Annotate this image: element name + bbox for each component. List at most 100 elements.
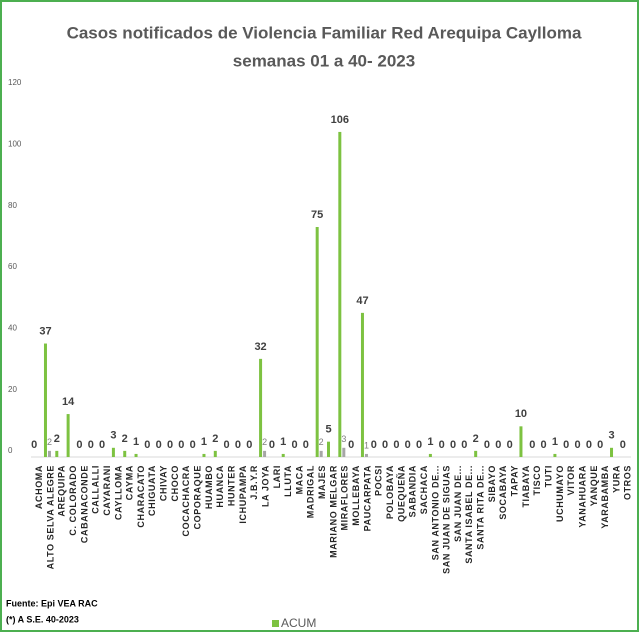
value-label: 0 [190,439,196,451]
x-tick-label: HUANCA [215,465,225,508]
x-tick-label: ACHOMA [34,465,44,509]
value-label: 0 [574,439,580,451]
x-tick-label: QUEQUEÑA [396,465,406,522]
bar [338,131,342,457]
x-tick-label: MIRAFLORES [340,465,350,531]
value-label: 1 [133,436,139,448]
value-label: 0 [246,439,252,451]
x-tick-label: YANQUE [589,465,599,506]
x-tick-label: CALLALLI [91,465,101,514]
bar [281,453,285,457]
value-label: 0 [303,439,309,451]
x-tick-label: YARABAMBA [600,465,610,529]
x-tick-label: COPORAQUE [193,465,203,529]
x-tick-label: SANTA ISABEL DE... [464,465,474,564]
value-label: 0 [507,439,513,451]
value-label: 0 [393,439,399,451]
value-label: 10 [515,408,527,420]
bar [213,450,217,457]
y-tick-label: 0 [8,446,13,455]
bar [66,414,70,457]
x-tick-label: TIABAYA [521,465,531,508]
bar [327,441,330,457]
bar [123,450,127,457]
bar [263,450,267,457]
x-tick-label: MOLLEBAYA [351,465,361,526]
value-label: 14 [62,396,75,408]
x-tick-label: LARI [272,465,282,488]
x-tick-label: SIBAYO [487,465,497,502]
value-label: 37 [39,325,51,337]
y-tick-label: 100 [8,139,22,148]
value-label: 0 [167,439,173,451]
value-label: 0 [620,439,626,451]
x-tick-label: SAN JUAN DE... [453,465,463,542]
value-label-secondary: 2 [319,437,324,447]
value-label: 0 [269,439,275,451]
bar [43,343,47,457]
x-tick-label: HUAMBO [204,465,214,509]
value-label: 0 [450,439,456,451]
value-label: 2 [212,433,218,445]
bar [360,312,364,457]
value-label: 3 [110,430,116,442]
x-tick-label: POCSI [374,465,384,496]
x-tick-label: YANAHUARA [577,465,587,528]
value-label: 0 [88,439,94,451]
x-tick-label: MACA [294,465,304,494]
value-label: 0 [461,439,467,451]
bar [259,358,263,457]
bar [55,450,59,457]
value-label: 0 [563,439,569,451]
value-label: 47 [356,295,368,307]
value-label: 0 [439,439,445,451]
x-tick-label: UCHUMAYO [555,465,565,522]
x-tick-label: CHOCO [170,465,180,502]
bar [364,453,368,457]
bar [111,447,115,457]
value-label: 0 [224,439,230,451]
bar [319,450,323,457]
bar [474,450,478,457]
x-tick-label: POLOBAYA [385,465,395,519]
value-label: 75 [311,209,323,221]
value-label: 3 [608,430,614,442]
x-tick-label: SAN ANTONIO DE... [430,465,440,560]
value-label: 106 [331,114,349,126]
y-tick-label: 80 [8,201,17,210]
x-tick-label: CAYMA [125,465,135,500]
note: (*) A S.E. 40-2023 [6,614,79,624]
chart-subtitle: semanas 01 a 40- 2023 [233,51,415,70]
source: Fuente: Epi VEA RAC [6,598,98,608]
bar [519,426,523,457]
value-label-secondary: 3 [341,434,346,444]
x-tick-label: MARIANO MELGAR [328,465,338,558]
value-label: 0 [382,439,388,451]
x-tick-label: CAYLLOMA [113,465,123,520]
value-label-secondary: 2 [262,437,267,447]
x-tick-label: LA JOYA [260,465,270,507]
x-tick-label: TUTI [543,465,553,487]
x-tick-label: HUNTER [226,465,236,506]
bar [610,447,614,457]
x-tick-label: VITOR [566,465,576,495]
x-tick-label: MAJES [317,465,327,499]
y-tick-label: 40 [8,323,17,332]
value-label: 1 [427,436,433,448]
value-label: 0 [541,439,547,451]
value-label: 1 [552,436,558,448]
bar [553,453,557,457]
value-label: 0 [178,439,184,451]
legend: ACUM [272,616,316,630]
value-label-secondary: 1 [364,440,369,450]
value-label: 2 [54,433,60,445]
value-label: 0 [291,439,297,451]
x-tick-label: CHARACATO [136,465,146,528]
x-tick-label: SABANDIA [408,465,418,517]
value-label: 2 [122,433,128,445]
x-tick-label: SAN JUAN DE SIGUAS [442,465,452,574]
x-tick-label: COCACHACRA [181,465,191,537]
x-tick-label: OTROS [623,465,633,500]
